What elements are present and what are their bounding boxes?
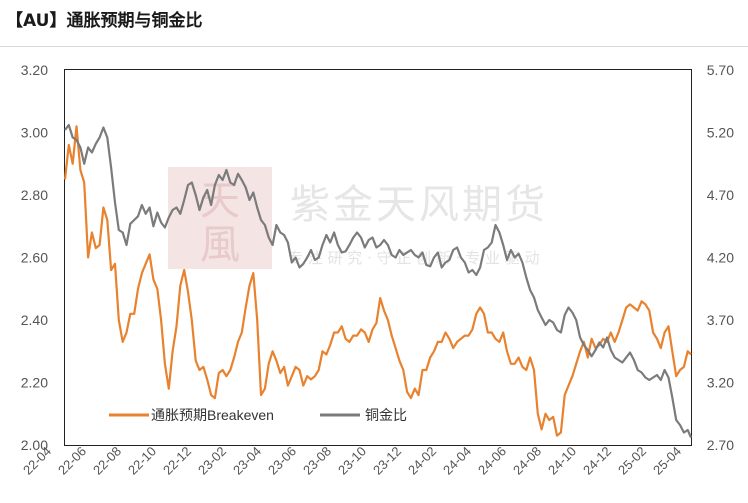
plot-frame xyxy=(64,69,692,446)
watermark: 天 風 紫金天风期货 专 注 研 究 · 守 正 创 新 · 专 业 驱 动 xyxy=(168,167,548,269)
legend: 通胀预期Breakeven 铜金比 xyxy=(109,407,407,423)
watermark-name: 紫金天风期货 xyxy=(290,182,548,228)
y-right-tick-label: 5.20 xyxy=(707,125,734,141)
series-line-breakeven xyxy=(63,125,692,437)
x-tick-label: 22-12 xyxy=(160,444,194,478)
y-right-tick-label: 4.70 xyxy=(707,187,734,203)
x-axis: 22-04 22-06 22-08 22-10 22-12 23-02 23-04 23-06… xyxy=(20,444,684,478)
x-tick-label: 23-12 xyxy=(370,444,404,478)
x-tick-label: 22-10 xyxy=(125,444,159,478)
x-tick-label: 23-06 xyxy=(265,444,299,478)
y-right-tick-label: 3.20 xyxy=(707,375,734,391)
y-left-tick-label: 2.60 xyxy=(21,250,48,266)
y-left-tick-label: 2.00 xyxy=(21,437,48,453)
legend-label-breakeven: 通胀预期Breakeven xyxy=(151,407,274,423)
watermark-seal xyxy=(168,167,272,269)
legend-label-copper-gold: 铜金比 xyxy=(365,407,407,423)
y-left-tick-label: 3.20 xyxy=(21,62,48,78)
y-axis-left: 2.00 2.20 2.40 2.60 2.80 3.00 3.20 xyxy=(21,62,48,453)
x-tick-label: 24-06 xyxy=(475,444,509,478)
series-layer xyxy=(63,123,693,438)
y-left-tick-label: 3.00 xyxy=(21,125,48,141)
x-tick-label: 24-12 xyxy=(580,444,614,478)
x-tick-label: 23-02 xyxy=(195,444,229,478)
y-right-tick-label: 3.70 xyxy=(707,312,734,328)
x-tick-label: 24-02 xyxy=(405,444,439,478)
x-tick-label: 23-04 xyxy=(230,444,264,478)
watermark-slogan: 专 注 研 究 · 守 正 创 新 · 专 业 驱 动 xyxy=(288,249,540,267)
y-left-tick-label: 2.20 xyxy=(21,375,48,391)
y-left-tick-label: 2.80 xyxy=(21,187,48,203)
y-right-tick-label: 4.20 xyxy=(707,250,734,266)
x-tick-label: 24-10 xyxy=(545,444,579,478)
x-tick-label: 22-06 xyxy=(55,444,89,478)
title-divider xyxy=(0,46,748,47)
x-tick-label: 25-04 xyxy=(650,444,684,478)
x-tick-label: 23-10 xyxy=(335,444,369,478)
y-right-tick-label: 5.70 xyxy=(707,62,734,78)
x-tick-label: 23-08 xyxy=(300,444,334,478)
y-right-tick-label: 2.70 xyxy=(707,437,734,453)
series-line-copper-gold xyxy=(64,123,693,438)
x-tick-label: 24-04 xyxy=(440,444,474,478)
y-left-tick-label: 2.40 xyxy=(21,312,48,328)
x-tick-label: 24-08 xyxy=(510,444,544,478)
watermark-seal-char-2: 風 xyxy=(200,222,240,268)
chart-title: 【AU】通胀预期与铜金比 xyxy=(6,11,203,31)
y-axis-right: 2.70 3.20 3.70 4.20 4.70 5.20 5.70 xyxy=(707,62,734,453)
x-tick-label: 22-08 xyxy=(90,444,124,478)
x-tick-label: 25-02 xyxy=(615,444,649,478)
